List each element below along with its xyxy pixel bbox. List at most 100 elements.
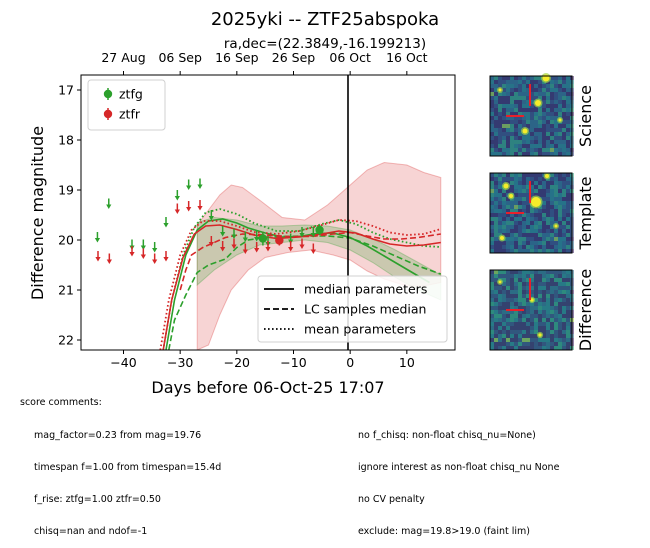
cutout-pixel	[554, 177, 558, 181]
y-tick-label: 18	[58, 133, 74, 148]
comment-line: no f_chisq: non-float chisq_nu=None)	[358, 430, 536, 442]
cutout-pixel	[534, 322, 538, 326]
cutout-pixel	[526, 338, 530, 342]
cutout-pixel	[514, 286, 518, 290]
cutout-pixel	[510, 318, 514, 322]
cutout-pixel	[542, 249, 546, 253]
cutout-pixel	[554, 213, 558, 217]
cutout-pixel	[546, 346, 550, 350]
cutout-pixel	[514, 213, 518, 217]
cutout-pixel	[554, 229, 558, 233]
limit-arrowhead	[163, 223, 169, 228]
cutout-pixel	[522, 152, 526, 156]
cutout-pixel	[498, 245, 502, 249]
cutout-pixel	[546, 322, 550, 326]
cutout-pixel	[506, 294, 510, 298]
cutout-pixel	[558, 193, 562, 197]
cutout-pixel	[538, 282, 542, 286]
cutout-pixel	[538, 124, 542, 128]
cutout-pixel	[514, 136, 518, 140]
cutout-pixel	[514, 241, 518, 245]
cutout-pixel	[550, 116, 554, 120]
ztfg-upper-limit	[231, 228, 237, 239]
cutout-pixel	[554, 96, 558, 100]
cutout-pixel	[490, 282, 494, 286]
cutout-pixel	[550, 290, 554, 294]
cutout-pixel	[538, 286, 542, 290]
cutout-pixel	[542, 108, 546, 112]
cutout-pixel	[502, 84, 506, 88]
cutout-source	[509, 194, 513, 198]
cutout-pixel	[494, 136, 498, 140]
cutout-pixel	[526, 330, 530, 334]
ztfr-lc-median-curve	[179, 231, 441, 291]
cutout-pixel	[546, 334, 550, 338]
cutout-pixel	[554, 173, 558, 177]
cutout-pixel	[510, 233, 514, 237]
ztfr-upper-limit	[197, 200, 203, 211]
cutout-pixel	[538, 177, 542, 181]
cutout-pixel	[518, 310, 522, 314]
cutout-pixel	[530, 282, 534, 286]
cutout-pixel	[538, 241, 542, 245]
cutout-pixel	[550, 221, 554, 225]
cutout-pixel	[542, 241, 546, 245]
cutout-pixel	[542, 314, 546, 318]
cutout-pixel	[566, 84, 570, 88]
cutout-pixel	[542, 217, 546, 221]
comment-line: f_rise: ztfg=1.00 ztfr=0.50	[34, 493, 161, 505]
cutout-pixel	[550, 298, 554, 302]
cutout-pixel	[562, 185, 566, 189]
cutout-pixel	[530, 120, 534, 124]
cutout-pixel	[522, 334, 526, 338]
comment-line: timespan f=1.00 from timespan=15.4d	[34, 461, 222, 473]
cutout-pixel	[554, 104, 558, 108]
cutout-pixel	[490, 116, 494, 120]
cutout-pixel	[530, 233, 534, 237]
cutout-science: Science	[489, 73, 595, 157]
cutout-pixel	[538, 302, 542, 306]
cutout-pixel	[518, 274, 522, 278]
cutout-pixel	[538, 132, 542, 136]
limit-arrowhead	[254, 248, 260, 253]
cutout-pixel	[526, 148, 530, 152]
cutout-pixel	[498, 274, 502, 278]
cutout-pixel	[562, 193, 566, 197]
cutout-pixel	[554, 197, 558, 201]
cutout-pixel	[506, 245, 510, 249]
cutout-pixel	[490, 286, 494, 290]
cutout-pixel	[558, 96, 562, 100]
cutout-pixel	[506, 189, 510, 193]
cutout-pixel	[530, 213, 534, 217]
cutout-pixel	[550, 124, 554, 128]
cutout-pixel	[538, 185, 542, 189]
cutout-pixel	[546, 225, 550, 229]
legend-marker-icon	[103, 89, 113, 99]
cutout-pixel	[498, 136, 502, 140]
cutout-pixel	[558, 185, 562, 189]
cutout-pixel	[530, 88, 534, 92]
cutout-pixel	[562, 274, 566, 278]
cutout-pixel	[502, 108, 506, 112]
cutout-pixel	[542, 245, 546, 249]
cutout-pixel	[518, 298, 522, 302]
cutout-pixel	[538, 108, 542, 112]
cutout-pixel	[566, 334, 570, 338]
cutout-pixel	[546, 338, 550, 342]
cutout-pixel	[518, 270, 522, 274]
cutout-pixel	[562, 286, 566, 290]
cutout-pixel	[494, 152, 498, 156]
cutout-pixel	[514, 205, 518, 209]
cutout-pixel	[534, 274, 538, 278]
cutout-pixel	[522, 92, 526, 96]
cutout-pixel	[514, 80, 518, 84]
cutout-pixel	[498, 128, 502, 132]
cutout-source	[503, 183, 509, 189]
cutout-pixel	[526, 302, 530, 306]
cutout-pixel	[518, 314, 522, 318]
y-tick-label: 22	[58, 333, 74, 348]
cutout-pixel	[518, 92, 522, 96]
cutout-pixel	[542, 189, 546, 193]
score-comments-left: mag_factor=0.23 from mag=19.76 timespan …	[34, 410, 221, 548]
cutout-pixel	[502, 88, 506, 92]
